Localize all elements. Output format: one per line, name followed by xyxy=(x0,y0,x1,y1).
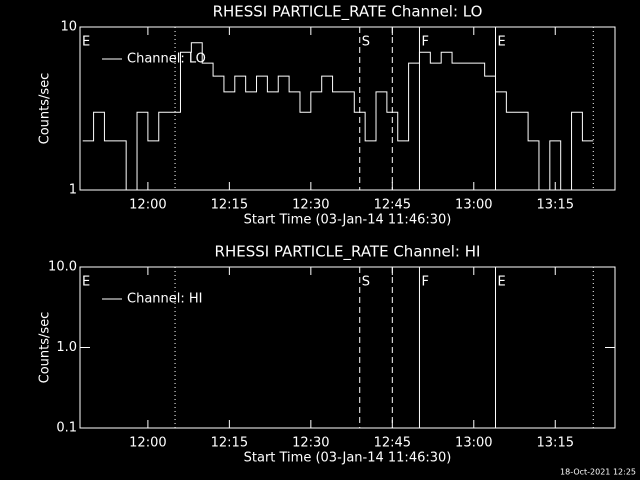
x-axis-label: Start Time (03-Jan-14 11:46:30) xyxy=(244,213,452,228)
event-label: E xyxy=(82,275,90,290)
x-tick-label: 13:00 xyxy=(455,198,492,213)
legend-label: Channel: HI xyxy=(127,292,203,307)
x-tick-label: 12:00 xyxy=(129,436,166,451)
footer: 18-Oct-2021 12:25 xyxy=(560,468,636,477)
event-label: E xyxy=(82,35,90,50)
y-tick-label: 0.1 xyxy=(56,421,77,436)
x-tick-label: 13:15 xyxy=(537,436,574,451)
y-tick-label: 1 xyxy=(69,183,77,198)
data-line xyxy=(82,42,594,191)
x-tick-label: 12:30 xyxy=(292,436,329,451)
event-label: E xyxy=(498,275,506,290)
x-tick-label: 12:15 xyxy=(211,198,248,213)
x-tick-label: 12:45 xyxy=(374,436,411,451)
event-label: S xyxy=(362,275,370,290)
chart-title: RHESSI PARTICLE_RATE Channel: LO xyxy=(213,3,483,22)
y-axis-label: Counts/sec xyxy=(38,312,53,384)
event-label: E xyxy=(498,35,506,50)
y-tick-label: 10 xyxy=(60,20,77,35)
event-label: S xyxy=(362,35,370,50)
event-label: F xyxy=(421,275,428,290)
x-tick-label: 13:00 xyxy=(455,436,492,451)
y-tick-label: 10.0 xyxy=(48,260,77,275)
event-label: F xyxy=(421,35,428,50)
y-axis-label: Counts/sec xyxy=(38,73,53,145)
x-tick-label: 13:15 xyxy=(537,198,574,213)
x-tick-label: 12:15 xyxy=(211,436,248,451)
y-tick-label: 1.0 xyxy=(56,340,77,355)
legend-label: Channel: LO xyxy=(127,52,206,67)
x-tick-label: 12:30 xyxy=(292,198,329,213)
x-tick-label: 12:45 xyxy=(374,198,411,213)
x-axis-label: Start Time (03-Jan-14 11:46:30) xyxy=(244,451,452,466)
plot-frame xyxy=(79,26,616,191)
chart-title: RHESSI PARTICLE_RATE Channel: HI xyxy=(215,243,481,262)
x-tick-label: 12:00 xyxy=(129,198,166,213)
